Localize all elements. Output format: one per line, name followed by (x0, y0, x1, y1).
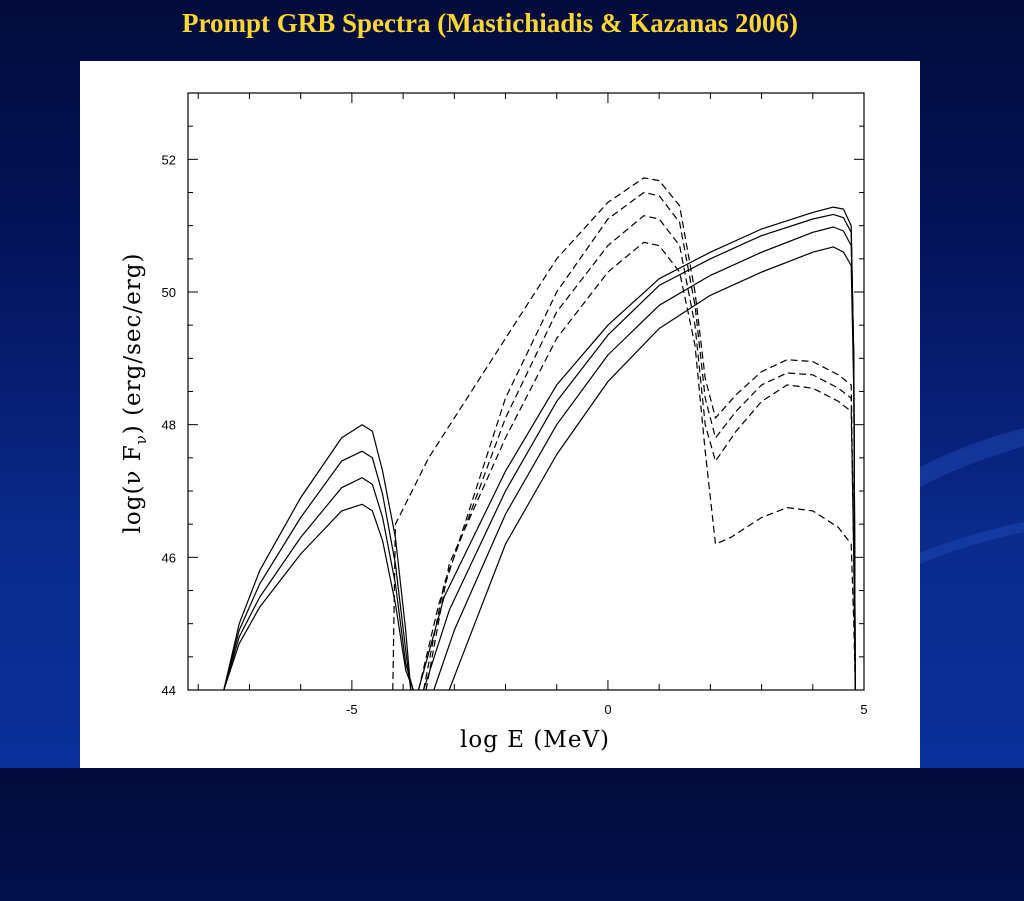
x-tick-label: 0 (604, 702, 611, 717)
dashed-spectrum-line-10 (417, 191, 856, 691)
series-layer (223, 177, 856, 691)
dashed-spectrum-line-12 (425, 241, 856, 691)
figure-panel: -5 0 5 44 46 48 50 52 log E (MeV) log(ν Fν) (er… (80, 61, 920, 768)
y-axis-title-sub: ν (132, 434, 150, 444)
solid-spectrum-line-1 (223, 424, 412, 691)
slide-title: Prompt GRB Spectra (Mastichiadis & Kazan… (182, 8, 798, 38)
solid-spectrum-line-5 (417, 206, 856, 691)
y-tick-label: 50 (162, 285, 176, 300)
x-tick-label: -5 (346, 702, 358, 717)
solid-spectrum-line-4 (223, 503, 414, 691)
spectra-chart: -5 0 5 44 46 48 50 52 log E (MeV) log(ν Fν) (er… (120, 92, 868, 753)
y-tick-label: 46 (162, 550, 176, 565)
y-tick-label: 44 (162, 683, 176, 698)
y-tick-label: 52 (162, 152, 176, 167)
solid-spectrum-line-7 (433, 226, 856, 691)
y-axis-title-main: log(ν F (120, 444, 146, 533)
solid-spectrum-line-3 (223, 477, 414, 691)
x-tick-label: 5 (860, 702, 867, 717)
solid-spectrum-line-2 (223, 450, 412, 691)
dashed-spectrum-line-9 (392, 177, 856, 691)
plot-frame (187, 92, 865, 691)
ticks-layer: -5 0 5 44 46 48 50 52 (162, 92, 868, 717)
y-tick-label: 48 (162, 418, 176, 433)
solid-spectrum-line-6 (423, 213, 856, 691)
x-axis-title: log E (MeV) (460, 727, 610, 753)
dashed-spectrum-line-11 (423, 215, 856, 691)
y-axis-title: log(ν Fν) (erg/sec/erg) (120, 253, 150, 534)
solid-spectrum-line-8 (448, 246, 856, 691)
y-axis-title-tail: ) (erg/sec/erg) (120, 253, 146, 435)
